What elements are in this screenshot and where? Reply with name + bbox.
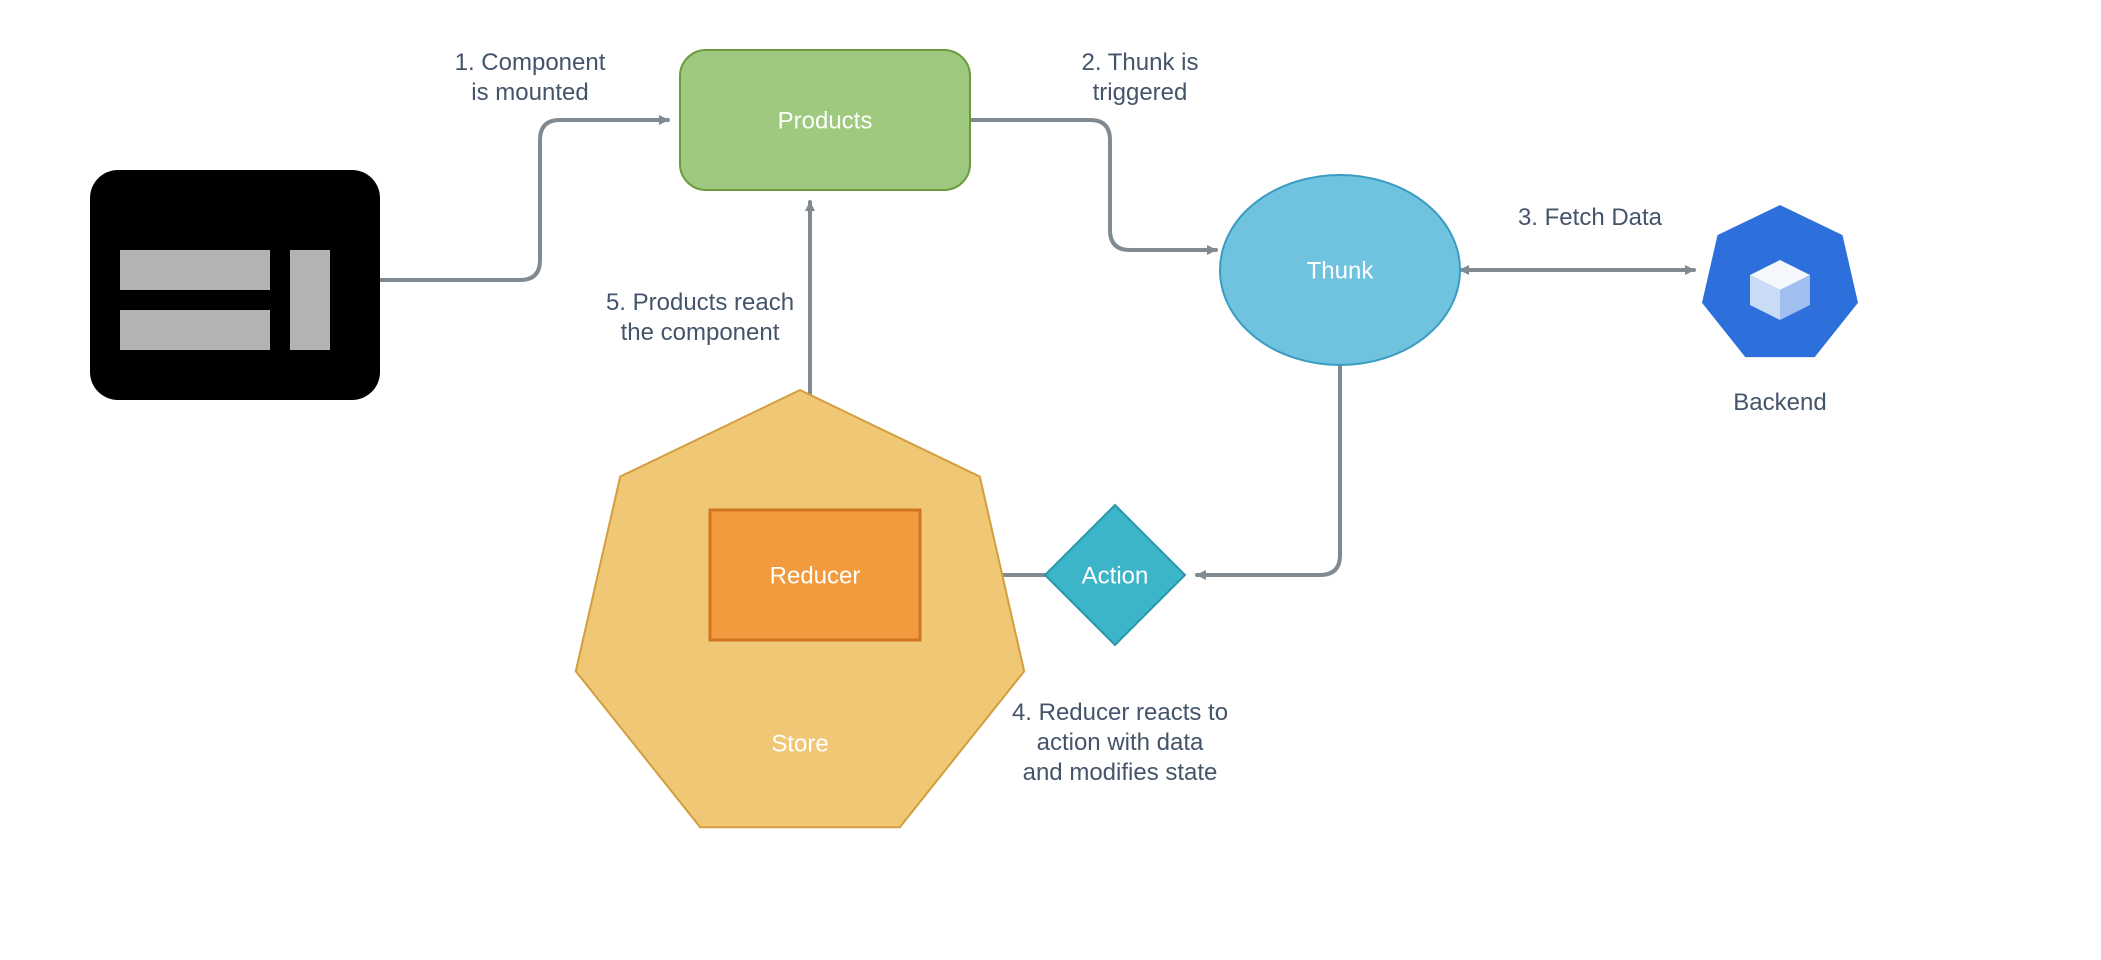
thunk-node: Thunk [1220,175,1460,365]
edge-e1 [380,120,668,280]
store-label: Store [771,730,828,757]
browser-icon [90,170,380,400]
reducer-label: Reducer [770,562,861,589]
backend-label: Backend [1733,389,1826,416]
thunk-label: Thunk [1307,257,1375,284]
backend-icon: Backend [1702,205,1858,416]
products-label: Products [778,107,873,134]
edge-label-e5: 5. Products reachthe component [606,289,794,346]
reducer-node: Reducer [710,510,920,640]
products-node: Products [680,50,970,190]
edge-label-e3: 3. Fetch Data [1518,204,1663,231]
action-label: Action [1082,562,1149,589]
edge-label-e4: 4. Reducer reacts toaction with dataand … [1012,699,1228,786]
edge-label-e1: 1. Componentis mounted [455,49,606,106]
edges: 1. Componentis mounted 2. Thunk istrigger… [380,49,1694,786]
edge-e4 [1197,365,1340,575]
edge-label-e2: 2. Thunk istriggered [1082,49,1199,106]
nodes: Products Store Reducer Thunk Action Backend [90,50,1858,827]
edge-e2 [970,120,1216,250]
action-node: Action [1045,505,1185,645]
